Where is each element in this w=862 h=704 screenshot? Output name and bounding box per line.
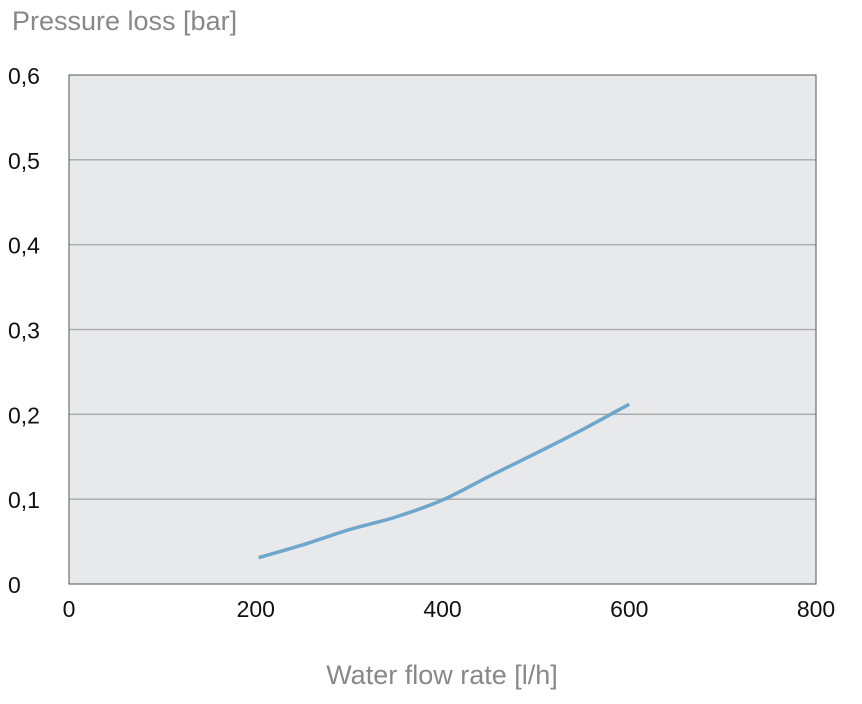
y-tick-label: 0,5 — [8, 148, 40, 174]
gridlines — [69, 159, 816, 500]
y-tick-label: 0,3 — [8, 318, 40, 344]
y-tick-label: 0,1 — [8, 487, 40, 513]
y-tick-label: 0,2 — [8, 402, 40, 428]
y-tick-label: 0,6 — [8, 63, 40, 89]
x-tick-label: 600 — [610, 596, 648, 622]
series-line-pressure-loss — [258, 402, 631, 560]
x-tick-label: 800 — [797, 596, 835, 622]
x-tick-label: 200 — [237, 596, 275, 622]
y-tick-label: 0,4 — [8, 233, 40, 259]
plot-frame — [68, 74, 817, 585]
y-tick-labels: 0 0,1 0,2 0,3 0,4 0,5 0,6 — [8, 63, 40, 598]
x-axis-title: Water flow rate [l/h] — [326, 660, 558, 690]
x-tick-label: 0 — [63, 596, 76, 622]
x-tick-label: 400 — [423, 596, 461, 622]
y-axis-title: Pressure loss [bar] — [12, 6, 237, 36]
x-tick-labels: 0 200 400 600 800 — [63, 596, 836, 622]
y-tick-label: 0 — [8, 572, 21, 598]
